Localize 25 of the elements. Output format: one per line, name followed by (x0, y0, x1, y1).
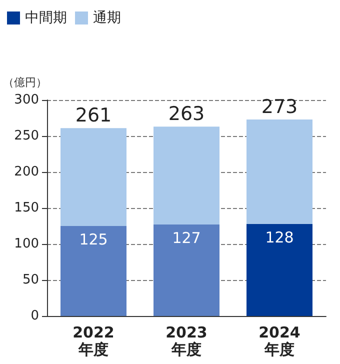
y-tick-label: 250 (14, 128, 39, 144)
total-label: 273 (261, 96, 298, 118)
y-tick-label: 0 (30, 308, 39, 324)
bar (154, 126, 220, 225)
data-label: 125 (79, 230, 108, 248)
bar (246, 119, 312, 224)
total-label: 261 (75, 104, 112, 127)
legend-label: 中間期 (25, 10, 67, 26)
y-axis-title: （億円） (3, 76, 47, 89)
data-label: 127 (172, 229, 201, 248)
x-tick-label: 2023 年度 (166, 324, 208, 358)
y-tick-label: 150 (14, 200, 39, 216)
x-tick-label: 2024 年度 (258, 324, 300, 358)
y-tick-label: 300 (14, 92, 39, 108)
x-tick-label: 2022 年度 (72, 324, 114, 358)
bar (60, 128, 126, 226)
bar (246, 224, 312, 316)
y-tick-label: 50 (22, 272, 39, 288)
bar (60, 226, 126, 316)
y-tick-label: 100 (14, 236, 39, 252)
data-label: 128 (265, 228, 294, 246)
bar (154, 224, 220, 316)
total-label: 263 (168, 103, 205, 126)
legend-label: 通期 (93, 10, 121, 26)
y-tick-label: 200 (14, 164, 39, 180)
